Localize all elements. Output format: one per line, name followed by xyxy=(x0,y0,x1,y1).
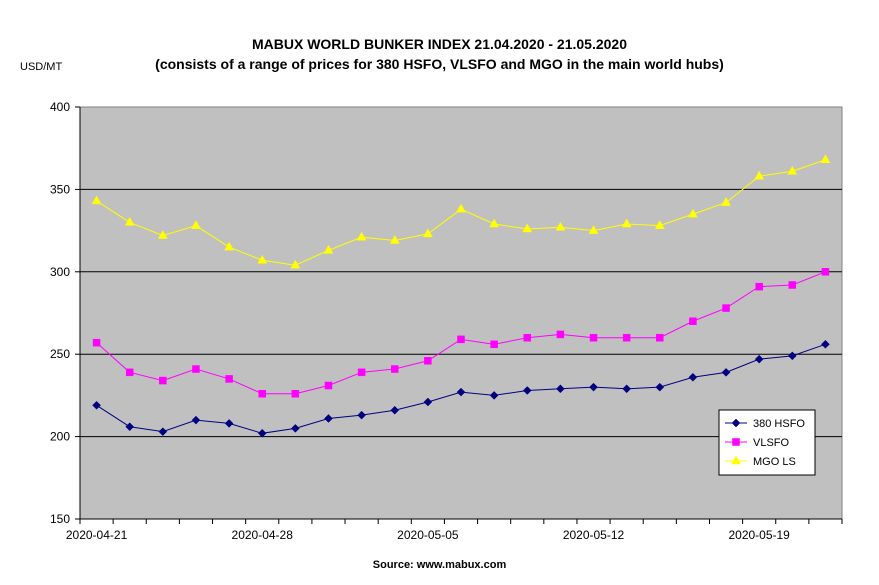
data-point-vlsfo xyxy=(755,282,763,291)
series-vlsfo xyxy=(92,268,830,398)
data-point-vlsfo xyxy=(457,335,465,344)
legend-label-vlsfo: VLSFO xyxy=(753,437,790,449)
data-point-mgo-ls xyxy=(257,254,268,264)
data-point-380-hsfo xyxy=(125,422,135,432)
data-point-vlsfo xyxy=(125,368,134,377)
data-point-mgo-ls xyxy=(754,170,765,180)
data-point-380-hsfo xyxy=(423,397,433,407)
data-point-mgo-ls xyxy=(787,165,798,175)
x-tick-label: 2020-05-19 xyxy=(728,528,790,542)
x-tick-label: 2020-05-12 xyxy=(563,528,625,542)
data-point-mgo-ls xyxy=(389,234,400,244)
data-point-380-hsfo xyxy=(290,424,300,433)
data-point-mgo-ls xyxy=(356,231,367,241)
data-point-380-hsfo xyxy=(324,414,333,423)
y-tick-label: 400 xyxy=(50,100,70,114)
x-tick-label: 2020-04-28 xyxy=(232,528,294,542)
data-point-mgo-ls xyxy=(820,154,831,163)
data-point-380-hsfo xyxy=(688,372,698,382)
data-point-mgo-ls xyxy=(157,230,168,239)
data-point-vlsfo xyxy=(92,338,101,347)
data-point-vlsfo xyxy=(821,268,830,276)
data-point-mgo-ls xyxy=(721,197,731,206)
data-point-380-hsfo xyxy=(357,410,366,420)
data-point-vlsfo xyxy=(490,340,498,349)
data-point-380-hsfo xyxy=(754,354,764,364)
data-point-380-hsfo xyxy=(224,419,234,428)
data-point-vlsfo xyxy=(258,390,266,398)
data-point-mgo-ls xyxy=(687,208,698,218)
x-tick-label: 2020-05-05 xyxy=(397,528,459,542)
data-point-vlsfo xyxy=(291,390,300,398)
data-point-vlsfo xyxy=(556,330,565,339)
data-point-vlsfo xyxy=(225,375,233,383)
data-point-380-hsfo xyxy=(191,415,201,425)
data-point-mgo-ls xyxy=(191,220,201,229)
legend-marker-380-hsfo xyxy=(731,418,741,428)
data-point-vlsfo xyxy=(622,333,631,342)
data-point-mgo-ls xyxy=(522,223,533,233)
data-point-vlsfo xyxy=(424,357,432,365)
data-point-mgo-ls xyxy=(456,203,466,213)
data-point-380-hsfo xyxy=(622,384,632,394)
data-point-380-hsfo xyxy=(787,351,797,361)
data-point-vlsfo xyxy=(390,365,399,373)
data-point-380-hsfo xyxy=(522,386,532,395)
series-380-hsfo xyxy=(92,339,830,438)
data-point-mgo-ls xyxy=(654,220,665,229)
data-point-mgo-ls xyxy=(422,228,433,238)
data-point-380-hsfo xyxy=(456,387,466,397)
legend-label-mgo-ls: MGO LS xyxy=(753,456,796,468)
y-tick-label: 350 xyxy=(50,182,70,196)
data-point-vlsfo xyxy=(192,365,200,373)
data-point-vlsfo xyxy=(357,368,366,377)
data-point-vlsfo xyxy=(523,333,532,342)
data-point-mgo-ls xyxy=(91,195,102,205)
data-point-mgo-ls xyxy=(555,221,566,231)
series-mgo-ls xyxy=(91,154,831,269)
data-point-mgo-ls xyxy=(290,259,301,269)
data-point-vlsfo xyxy=(689,317,697,325)
data-point-mgo-ls xyxy=(124,216,135,226)
data-point-380-hsfo xyxy=(556,384,565,394)
y-tick-label: 250 xyxy=(50,347,70,361)
legend-marker-mgo-ls xyxy=(731,455,741,465)
data-point-380-hsfo xyxy=(158,427,168,437)
data-point-vlsfo xyxy=(159,376,167,385)
y-axis-unit-label: USD/MT xyxy=(20,61,63,73)
data-point-mgo-ls xyxy=(489,218,500,228)
data-point-380-hsfo xyxy=(655,382,665,392)
chart-title: MABUX WORLD BUNKER INDEX 21.04.2020 - 21… xyxy=(0,34,879,74)
data-point-vlsfo xyxy=(589,333,598,342)
data-point-vlsfo xyxy=(656,333,664,342)
data-point-mgo-ls xyxy=(621,218,632,228)
chart-title-line1: MABUX WORLD BUNKER INDEX 21.04.2020 - 21… xyxy=(251,36,628,52)
data-point-380-hsfo xyxy=(589,382,598,392)
data-point-380-hsfo xyxy=(257,428,267,438)
plot-area xyxy=(79,106,843,520)
y-tick-label: 200 xyxy=(50,430,70,444)
legend-marker-vlsfo xyxy=(732,438,740,446)
data-point-mgo-ls xyxy=(588,225,599,234)
data-point-380-hsfo xyxy=(92,400,101,410)
chart-title-line2: (consists of a range of prices for 380 H… xyxy=(155,56,724,72)
legend-label-380-hsfo: 380 HSFO xyxy=(753,418,805,430)
data-point-mgo-ls xyxy=(323,244,334,254)
data-point-vlsfo xyxy=(788,281,797,289)
source-note: Source: www.mabux.com xyxy=(372,559,507,571)
data-point-vlsfo xyxy=(722,304,730,312)
x-tick-label: 2020-04-21 xyxy=(66,528,128,542)
data-point-vlsfo xyxy=(324,381,333,390)
data-point-mgo-ls xyxy=(224,241,235,251)
data-point-380-hsfo xyxy=(721,367,731,377)
data-point-380-hsfo xyxy=(821,339,830,349)
y-tick-label: 300 xyxy=(50,265,70,279)
data-point-380-hsfo xyxy=(390,405,400,415)
y-tick-label: 150 xyxy=(50,512,70,526)
data-point-380-hsfo xyxy=(489,391,499,400)
